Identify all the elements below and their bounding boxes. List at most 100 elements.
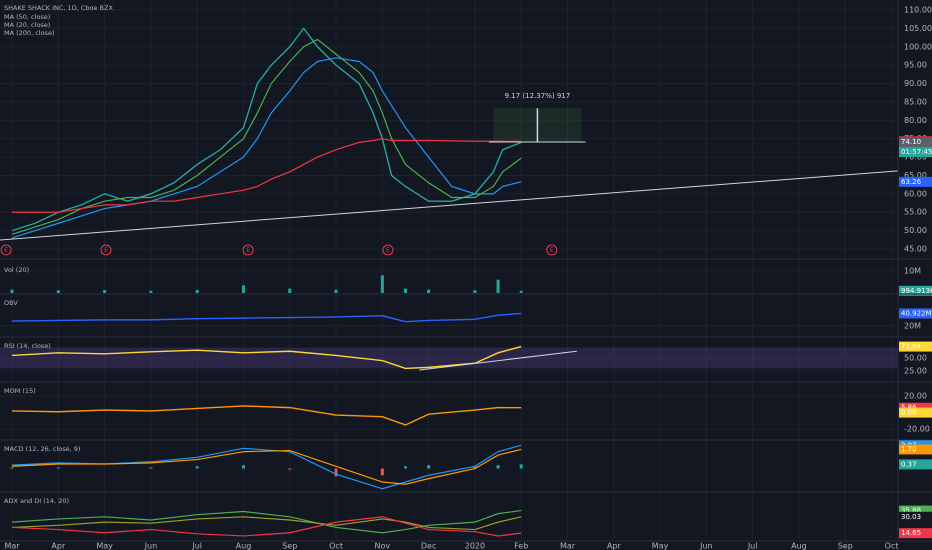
earnings-marker (0, 244, 12, 256)
pane (0, 9, 898, 250)
earnings-marker (242, 244, 254, 256)
x-tick-label: Nov (375, 542, 391, 550)
earnings-label: E (386, 247, 390, 254)
series-line (12, 516, 522, 537)
last-value-label: 0.00 (901, 409, 917, 417)
pane (10, 444, 523, 490)
pane (0, 395, 898, 430)
last-value-label: 72.04 (901, 343, 922, 351)
bar (334, 468, 338, 477)
y-tick-label: 105.00 (904, 24, 932, 33)
bar (56, 290, 60, 293)
bar (403, 288, 407, 293)
x-tick-label: Jun (699, 542, 713, 550)
rsi-band (0, 347, 898, 369)
last-value-label: 40.922M (901, 309, 932, 317)
bar (241, 465, 245, 469)
series-line (11, 38, 522, 235)
x-tick-label: Aug (791, 542, 807, 550)
bar (427, 465, 431, 469)
bar (427, 289, 431, 293)
pane-title: MOM (15) (4, 387, 36, 395)
series-line (12, 312, 522, 323)
y-tick-label: 85.00 (904, 97, 927, 106)
legend-entry: MA (20, close) (4, 21, 50, 29)
bar (195, 289, 199, 293)
earnings-label: E (4, 247, 8, 254)
last-value-box (899, 511, 932, 522)
x-tick-label: Mar (4, 542, 20, 550)
bar (380, 275, 384, 293)
series-line (11, 27, 522, 232)
legend-entry: MA (200, close) (4, 29, 54, 37)
last-value-box (899, 528, 932, 539)
pane-title: Vol (20) (4, 266, 29, 274)
bar (334, 289, 338, 293)
x-tick-label: Aug (236, 542, 252, 550)
earnings-marker (546, 244, 558, 256)
y-tick-label: 50.00 (904, 226, 927, 235)
x-tick-label: Apr (51, 542, 66, 550)
x-tick-label: Jun (144, 542, 158, 550)
trend-line (419, 350, 577, 371)
bar (149, 467, 153, 469)
bar (519, 290, 523, 293)
pane (0, 270, 898, 293)
bar (403, 466, 407, 469)
y-tick-label: 60.00 (904, 189, 927, 198)
bar (380, 468, 384, 476)
bar (241, 285, 245, 293)
last-value-box (899, 505, 932, 516)
x-tick-label: 2020 (465, 542, 485, 550)
x-tick-label: Feb (514, 542, 528, 550)
bar (288, 288, 292, 293)
last-value-box (899, 176, 932, 187)
x-tick-label: Oct (329, 542, 343, 550)
earnings-label: E (104, 247, 108, 254)
last-value-box (899, 308, 932, 319)
trend-line (0, 170, 898, 241)
pane-title: SHAKE SHACK INC, 1D, Cboe BZX (4, 4, 113, 12)
x-tick-label: Sep (282, 542, 297, 550)
y-tick-label: 80.00 (904, 116, 927, 125)
earnings-label: E (550, 247, 554, 254)
x-tick-label: Sep (838, 542, 853, 550)
y-tick-label: 10M (904, 266, 921, 275)
pane (11, 509, 522, 537)
series-line (12, 448, 522, 485)
bar (10, 467, 14, 469)
last-value-label: 74.10 (901, 138, 921, 146)
earnings-label: E (246, 247, 250, 254)
y-tick-label: 65.00 (904, 171, 927, 180)
y-tick-label: 20M (904, 321, 921, 330)
y-tick-label: 95.00 (904, 61, 927, 70)
bar (149, 290, 153, 293)
y-tick-label: 90.00 (904, 79, 927, 88)
countdown-box (899, 146, 932, 157)
y-tick-label: 20.00 (904, 392, 927, 401)
pane-title: MACD (12, 26, close, 9) (4, 445, 80, 453)
last-value-label: 35.88 (901, 507, 921, 515)
pane (0, 312, 898, 327)
pane (0, 345, 898, 372)
series-line (12, 516, 522, 531)
last-value-box (899, 444, 932, 455)
x-tick-label: Jul (191, 542, 202, 550)
bar (56, 467, 60, 469)
pane-title: OBV (4, 299, 18, 307)
bar (195, 466, 199, 469)
series-line (12, 138, 522, 213)
series-line (12, 405, 522, 426)
x-tick-label: Mar (560, 542, 576, 550)
last-value-box (899, 459, 932, 470)
bar (473, 290, 477, 293)
y-tick-label: 45.00 (904, 244, 927, 253)
x-tick-label: Jul (747, 542, 758, 550)
last-value-label: 994.913K (901, 287, 932, 295)
countdown-label: 01:57:45 (901, 148, 932, 156)
x-tick-label: Dec (421, 542, 436, 550)
y-tick-label: 50.00 (904, 354, 927, 363)
y-tick-label: 55.00 (904, 208, 927, 217)
